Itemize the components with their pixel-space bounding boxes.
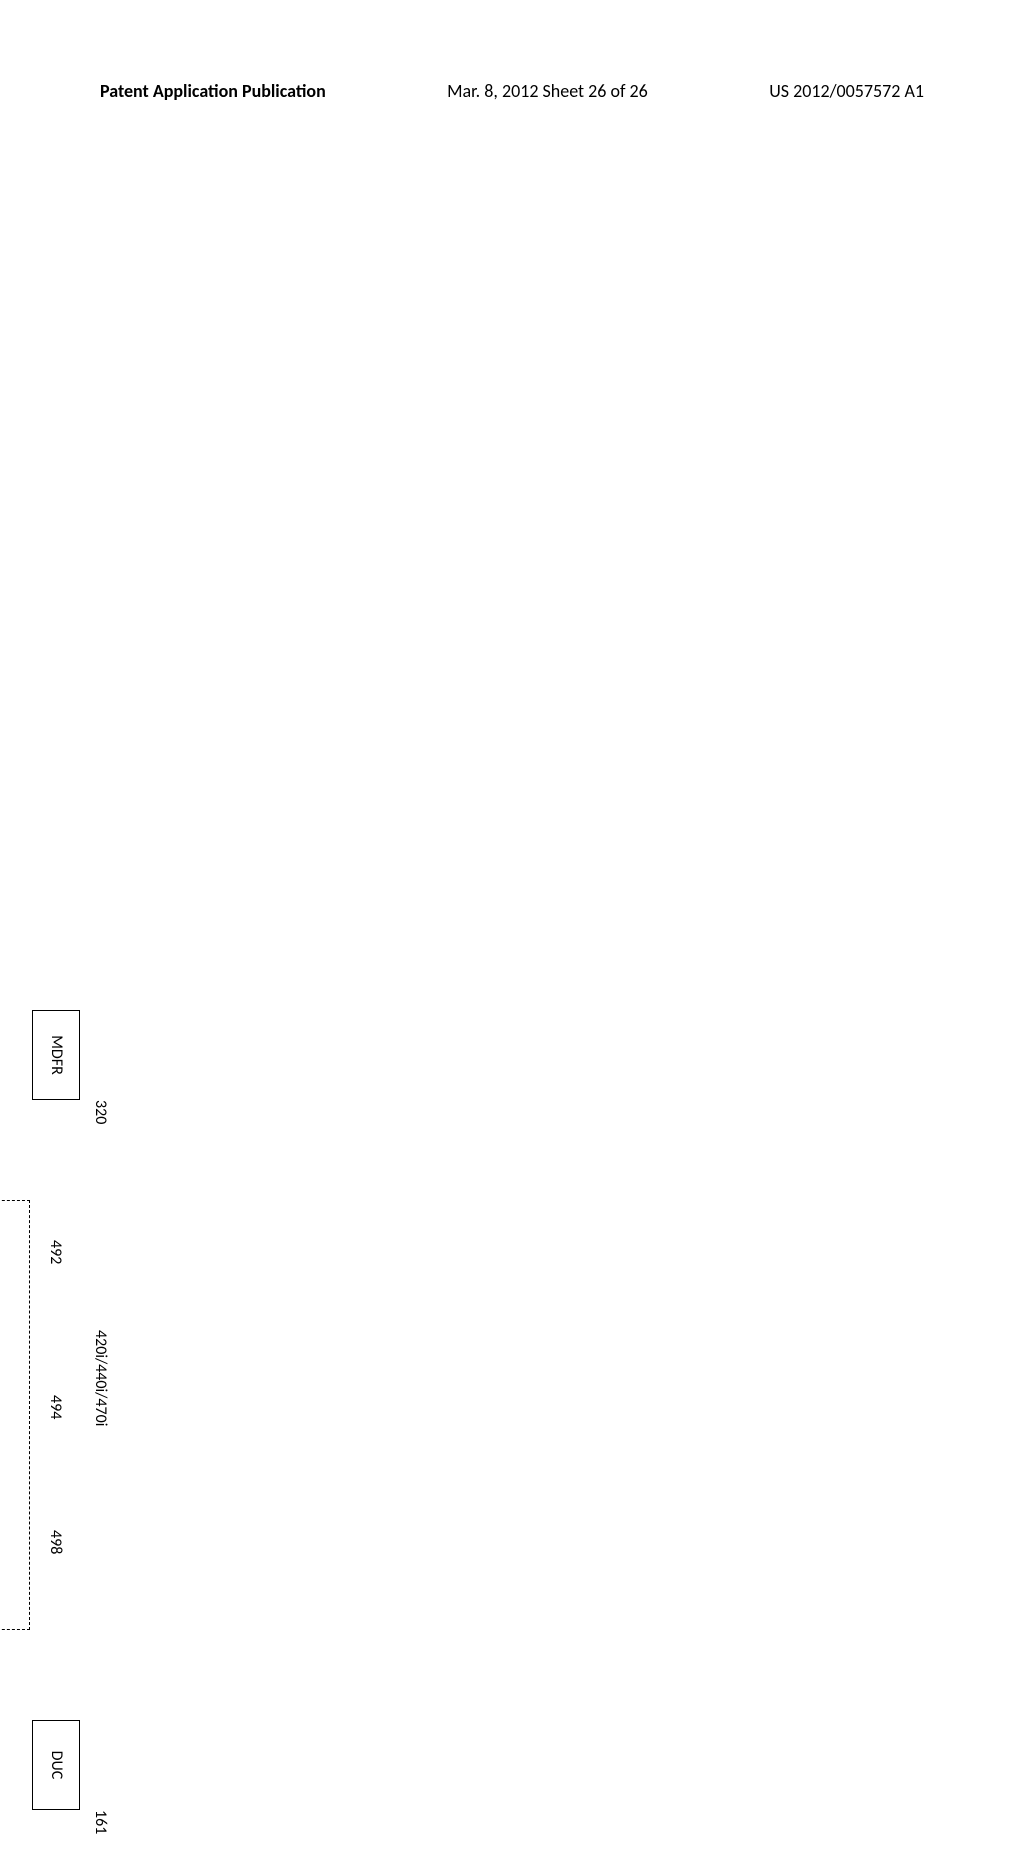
ref-494: 494 (46, 1395, 65, 1419)
group-decompressor (0, 1200, 30, 1630)
ref-498: 498 (46, 1530, 65, 1554)
ref-161: 161 (91, 1810, 110, 1834)
block-label: MDFR (47, 1035, 65, 1075)
block-duc-161: DUC (32, 1720, 80, 1810)
diagram: MDFR 320 MDFR 220 DeMUX 141 420i/440i/47… (0, 1010, 100, 1510)
header-mid: Mar. 8, 2012 Sheet 26 of 26 (447, 80, 648, 102)
block-mdfr-320: MDFR (32, 1010, 80, 1100)
header-right: US 2012/0057572 A1 (769, 80, 924, 102)
page-header: Patent Application Publication Mar. 8, 2… (100, 80, 924, 102)
header-left: Patent Application Publication (100, 80, 326, 102)
ref-group: 420i/440i/470i (91, 1330, 110, 1426)
block-label: DUC (47, 1751, 65, 1780)
ref-320: 320 (91, 1100, 110, 1124)
ref-492: 492 (46, 1240, 65, 1264)
